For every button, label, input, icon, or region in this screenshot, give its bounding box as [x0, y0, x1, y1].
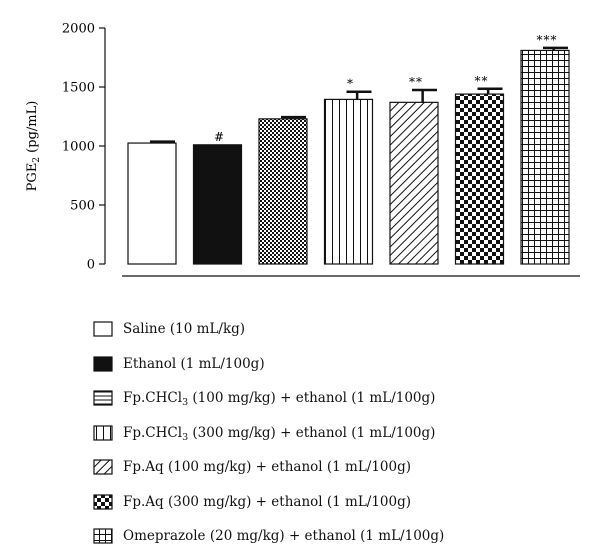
legend-label: Fp.Aq (100 mg/kg) + ethanol (1 mL/100g)	[123, 459, 412, 476]
legend-swatch	[93, 356, 113, 372]
y-tick-label: 1500	[62, 81, 95, 96]
legend-item: Fp.CHCl3 (100 mg/kg) + ethanol (1 mL/100…	[93, 381, 593, 416]
legend-item: Omeprazole (20 mg/kg) + ethanol (1 mL/10…	[93, 519, 593, 554]
legend-label: Ethanol (1 mL/100g)	[123, 355, 265, 372]
legend-swatch	[93, 528, 113, 544]
y-tick-label: 2000	[62, 22, 95, 37]
bars: #* ** *****	[127, 33, 570, 265]
bar	[127, 142, 177, 265]
bar-group: ***	[520, 33, 570, 265]
bar-group: *	[323, 77, 374, 265]
bar	[192, 144, 243, 265]
bar	[323, 98, 374, 265]
bar	[520, 49, 570, 265]
bar	[454, 93, 505, 265]
legend-item: Saline (10 mL/kg)	[93, 312, 593, 347]
bar-group: **	[389, 75, 439, 265]
y-tick-label: 0	[87, 258, 95, 273]
significance-label: ***	[537, 33, 558, 47]
significance-label: **	[475, 74, 489, 88]
bar	[389, 101, 439, 265]
significance-label: *	[347, 77, 354, 91]
legend-item: Fp.Aq (300 mg/kg) + ethanol (1 mL/100g)	[93, 485, 593, 520]
legend-item: Fp.Aq (100 mg/kg) + ethanol (1 mL/100g)	[93, 450, 593, 485]
y-tick-label: 500	[70, 199, 95, 214]
significance-label: **	[409, 75, 423, 89]
bar-group: **	[454, 74, 505, 265]
legend-swatch	[93, 459, 113, 475]
bar-group	[127, 140, 177, 265]
legend-swatch	[93, 425, 113, 441]
legend-swatch	[93, 321, 113, 337]
legend: Saline (10 mL/kg) Ethanol (1 mL/100g) Fp.C…	[93, 312, 593, 554]
legend-label: Fp.CHCl3 (300 mg/kg) + ethanol (1 mL/100…	[123, 424, 436, 443]
significance-label: #	[214, 130, 225, 144]
bar	[258, 118, 308, 265]
legend-swatch	[93, 494, 113, 510]
legend-item: Ethanol (1 mL/100g)	[93, 347, 593, 382]
legend-item: Fp.CHCl3 (300 mg/kg) + ethanol (1 mL/100…	[93, 416, 593, 451]
legend-swatch	[93, 390, 113, 406]
legend-label: Saline (10 mL/kg)	[123, 321, 246, 338]
legend-label: Omeprazole (20 mg/kg) + ethanol (1 mL/10…	[123, 528, 445, 545]
y-axis-label: PGE2 (pg/mL)	[25, 101, 42, 192]
bar-group	[258, 115, 308, 265]
y-tick-label: 1000	[62, 140, 95, 155]
bar-group: #	[192, 130, 243, 265]
y-axis: 0 500 1000 1500 2000	[62, 22, 580, 277]
legend-label: Fp.Aq (300 mg/kg) + ethanol (1 mL/100g)	[123, 493, 412, 510]
legend-label: Fp.CHCl3 (100 mg/kg) + ethanol (1 mL/100…	[123, 390, 436, 409]
